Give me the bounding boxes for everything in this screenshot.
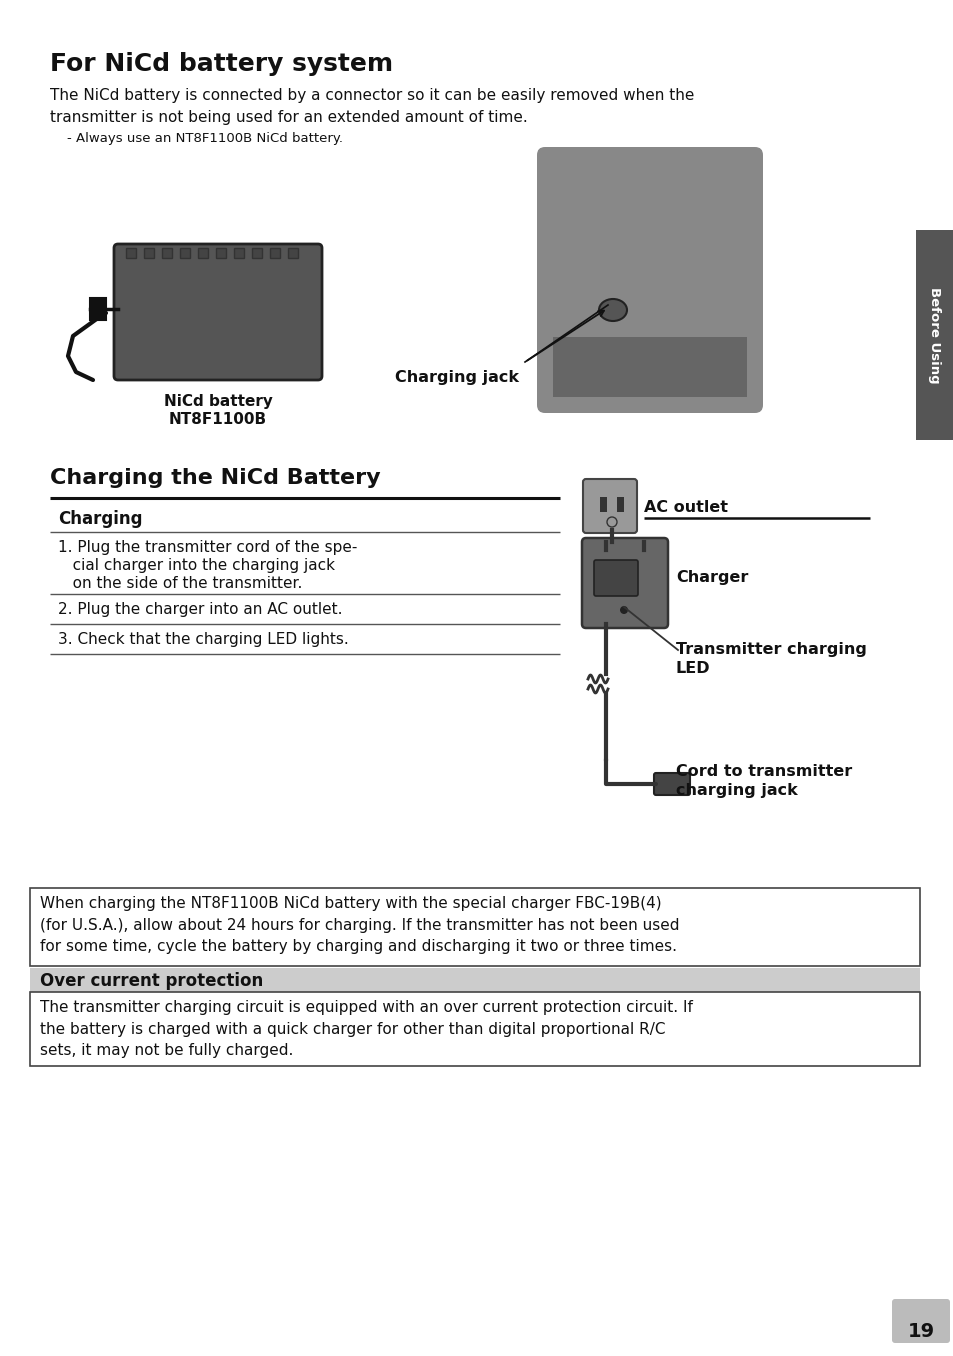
FancyBboxPatch shape bbox=[581, 538, 667, 628]
Circle shape bbox=[606, 517, 617, 527]
Text: Charging jack: Charging jack bbox=[395, 370, 518, 385]
Bar bbox=[180, 248, 190, 258]
Text: Cord to transmitter
charging jack: Cord to transmitter charging jack bbox=[676, 763, 851, 797]
Bar bbox=[162, 248, 172, 258]
Text: The transmitter charging circuit is equipped with an over current protection cir: The transmitter charging circuit is equi… bbox=[40, 999, 692, 1058]
Text: NT8F1100B: NT8F1100B bbox=[169, 412, 267, 427]
Text: 3. Check that the charging LED lights.: 3. Check that the charging LED lights. bbox=[58, 632, 349, 647]
Bar bbox=[144, 248, 153, 258]
FancyBboxPatch shape bbox=[582, 479, 637, 533]
Text: 2. Plug the charger into an AC outlet.: 2. Plug the charger into an AC outlet. bbox=[58, 602, 342, 617]
Text: Charger: Charger bbox=[676, 570, 747, 584]
Text: Charging the NiCd Battery: Charging the NiCd Battery bbox=[50, 468, 380, 488]
Bar bbox=[90, 298, 106, 320]
Bar bbox=[198, 248, 208, 258]
FancyBboxPatch shape bbox=[30, 993, 919, 1066]
Text: 1. Plug the transmitter cord of the spe-: 1. Plug the transmitter cord of the spe- bbox=[58, 540, 357, 555]
Bar bbox=[599, 498, 606, 513]
Bar bbox=[233, 248, 244, 258]
FancyBboxPatch shape bbox=[654, 773, 689, 795]
Bar bbox=[215, 248, 226, 258]
Bar bbox=[553, 338, 746, 397]
Text: When charging the NT8F1100B NiCd battery with the special charger FBC-19B(4)
(fo: When charging the NT8F1100B NiCd battery… bbox=[40, 896, 679, 955]
Text: Transmitter charging
LED: Transmitter charging LED bbox=[676, 641, 866, 675]
Text: on the side of the transmitter.: on the side of the transmitter. bbox=[58, 576, 302, 591]
Text: Charging: Charging bbox=[58, 510, 142, 527]
Text: For NiCd battery system: For NiCd battery system bbox=[50, 52, 393, 76]
Text: NiCd battery: NiCd battery bbox=[163, 395, 273, 410]
Text: Before Using: Before Using bbox=[927, 286, 941, 384]
Bar bbox=[617, 498, 623, 513]
Ellipse shape bbox=[598, 300, 626, 321]
FancyBboxPatch shape bbox=[537, 146, 762, 414]
Bar bbox=[915, 231, 953, 439]
Bar bbox=[252, 248, 262, 258]
Text: transmitter is not being used for an extended amount of time.: transmitter is not being used for an ext… bbox=[50, 110, 527, 125]
Text: Over current protection: Over current protection bbox=[40, 972, 263, 990]
Bar bbox=[270, 248, 280, 258]
Text: AC outlet: AC outlet bbox=[643, 500, 727, 515]
Text: 19: 19 bbox=[906, 1322, 934, 1341]
Circle shape bbox=[619, 606, 627, 614]
Text: The NiCd battery is connected by a connector so it can be easily removed when th: The NiCd battery is connected by a conne… bbox=[50, 88, 694, 103]
FancyBboxPatch shape bbox=[30, 888, 919, 965]
Text: cial charger into the charging jack: cial charger into the charging jack bbox=[58, 559, 335, 574]
Bar bbox=[126, 248, 136, 258]
FancyBboxPatch shape bbox=[891, 1299, 949, 1342]
Bar bbox=[288, 248, 297, 258]
FancyBboxPatch shape bbox=[113, 244, 322, 380]
FancyBboxPatch shape bbox=[594, 560, 638, 597]
Text: - Always use an NT8F1100B NiCd battery.: - Always use an NT8F1100B NiCd battery. bbox=[50, 132, 343, 145]
Bar bbox=[30, 968, 919, 993]
